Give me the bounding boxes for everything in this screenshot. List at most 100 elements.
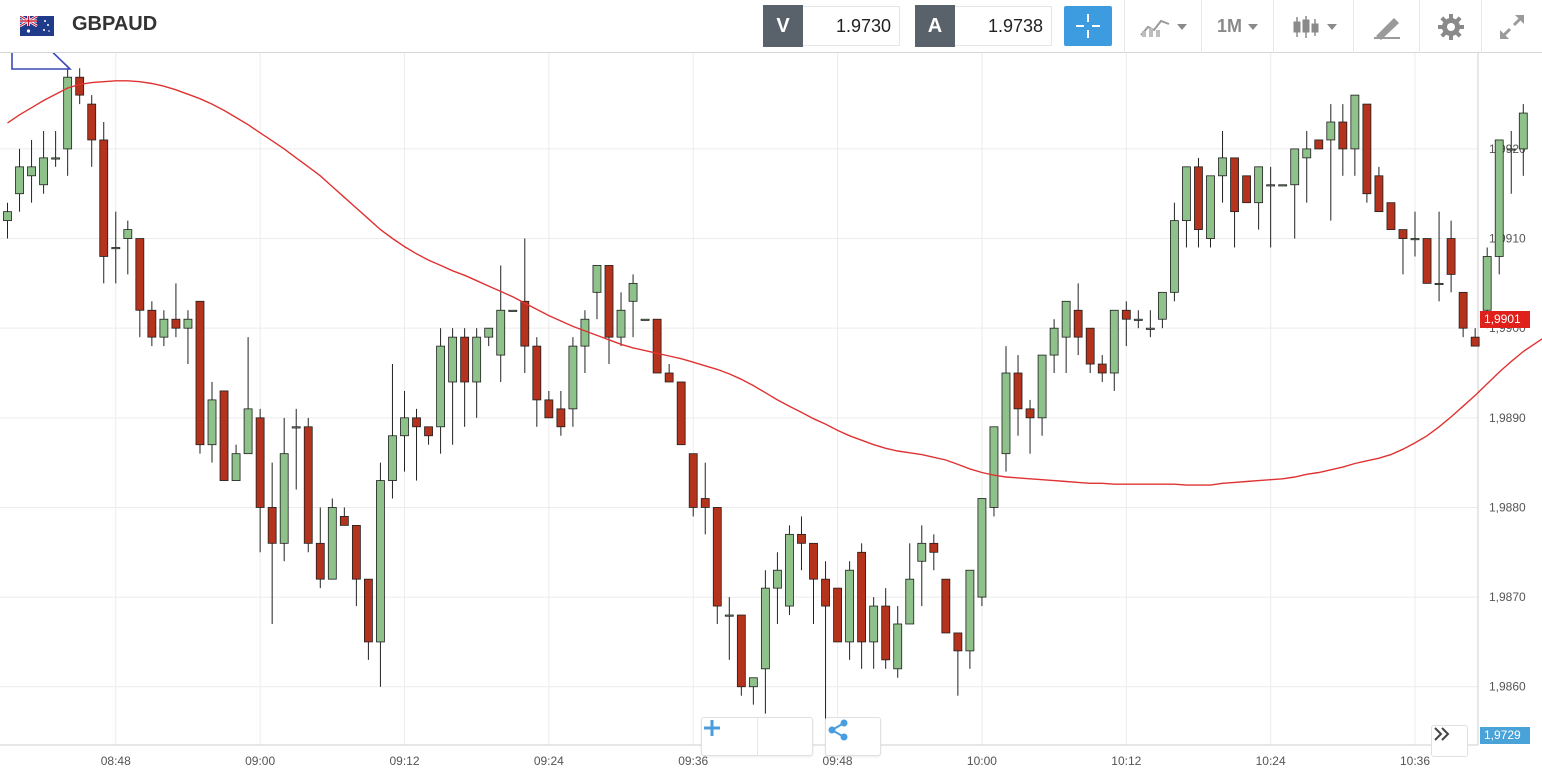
candle — [339, 507, 349, 526]
fullscreen-button[interactable] — [1481, 0, 1542, 53]
indicators-button[interactable] — [1124, 0, 1201, 53]
settings-icon — [1437, 13, 1464, 40]
candle-body — [833, 587, 842, 643]
candle-body — [1506, 148, 1516, 151]
candle-body — [291, 426, 301, 429]
candle — [1218, 130, 1227, 203]
candle — [327, 498, 337, 580]
time-tick-label: 10:12 — [1111, 754, 1141, 768]
candle-body — [845, 569, 854, 643]
candlestick-chart[interactable]: 1,99201,99101,99001,98901,98801,98701,98… — [0, 53, 1542, 781]
candle-body — [327, 507, 337, 580]
candle-body — [1037, 354, 1047, 419]
current-price-tag: 1,9729 — [1480, 727, 1530, 744]
candle-body — [15, 166, 24, 195]
crosshair-button[interactable] — [1064, 6, 1112, 46]
candle-body — [1133, 318, 1143, 321]
candle-body — [87, 103, 97, 141]
candle-body — [51, 157, 61, 160]
candle-body — [592, 265, 602, 293]
candle — [195, 300, 205, 454]
candle-body — [1314, 139, 1324, 150]
candle — [520, 238, 530, 374]
candle — [99, 122, 109, 284]
candle — [1302, 130, 1312, 203]
candle-body — [797, 533, 806, 544]
chart-type-button[interactable] — [1273, 0, 1353, 53]
candle — [508, 309, 518, 312]
candle-body — [857, 551, 867, 643]
candle — [291, 408, 301, 490]
buy-tag: A — [915, 5, 955, 47]
price-tick-label: 1,9910 — [1489, 232, 1526, 246]
chevron-down-icon — [1326, 23, 1337, 30]
candle-body — [1350, 94, 1360, 150]
candle — [592, 265, 602, 320]
candle — [760, 570, 770, 714]
candle-body — [712, 507, 722, 607]
drawing-tools-button[interactable] — [1353, 0, 1419, 53]
candle-body — [821, 578, 830, 607]
candle-body — [351, 524, 361, 580]
candle — [496, 265, 506, 382]
candle-body — [303, 426, 313, 544]
scroll-to-latest-button[interactable] — [1431, 725, 1468, 757]
candle-body — [1458, 291, 1468, 329]
candle-body — [532, 345, 542, 401]
sell-price: 1.9730 — [803, 6, 900, 46]
sell-price-box[interactable]: V 1.9730 — [763, 5, 900, 47]
candle — [255, 408, 265, 553]
candle — [231, 444, 241, 481]
candle — [785, 525, 794, 616]
double-chevron-right-icon — [1434, 727, 1450, 741]
candle-body — [460, 336, 470, 383]
candle — [845, 561, 854, 660]
candle — [1290, 148, 1300, 239]
candle-body — [544, 399, 554, 419]
candle — [893, 606, 903, 678]
candle — [123, 220, 133, 275]
candle — [400, 390, 409, 472]
candle-body — [147, 309, 157, 338]
candle — [1278, 184, 1288, 187]
candle-body — [1422, 238, 1432, 284]
candle — [159, 310, 169, 347]
candle — [676, 381, 686, 446]
timeframe-selector[interactable]: 1M — [1201, 0, 1273, 53]
candle-body — [436, 345, 445, 428]
candle — [1049, 319, 1059, 374]
candle — [376, 462, 385, 687]
candle — [63, 68, 73, 176]
candle — [1097, 355, 1107, 382]
candle — [1170, 202, 1179, 302]
candle — [448, 328, 458, 445]
buy-price: 1.9738 — [955, 6, 1052, 46]
candle — [363, 578, 373, 660]
chevron-down-icon — [1248, 23, 1258, 30]
share-button[interactable] — [825, 717, 881, 756]
candle — [1013, 355, 1023, 436]
candle-body — [1278, 184, 1288, 187]
candle — [544, 390, 554, 419]
candle-body — [315, 542, 325, 580]
zoom-in-button[interactable] — [704, 718, 813, 755]
candle-body — [785, 533, 794, 607]
candle-body — [628, 282, 638, 302]
time-tick-label: 10:36 — [1400, 754, 1430, 768]
candle-body — [195, 300, 205, 446]
candle — [39, 130, 48, 194]
candle-body — [953, 632, 963, 652]
settings-button[interactable] — [1419, 0, 1481, 53]
candle-body — [508, 309, 518, 312]
candle-body — [484, 327, 494, 338]
candle-body — [1434, 282, 1444, 285]
candle — [484, 327, 494, 347]
candle-body — [1266, 184, 1276, 187]
candle-body — [736, 614, 746, 688]
candle — [424, 426, 433, 445]
buy-price-box[interactable]: A 1.9738 — [915, 5, 1052, 47]
price-chart[interactable]: 1,99201,99101,99001,98901,98801,98701,98… — [0, 53, 1542, 781]
candle — [183, 310, 193, 365]
candle-body — [1362, 103, 1372, 195]
candle — [616, 292, 626, 347]
